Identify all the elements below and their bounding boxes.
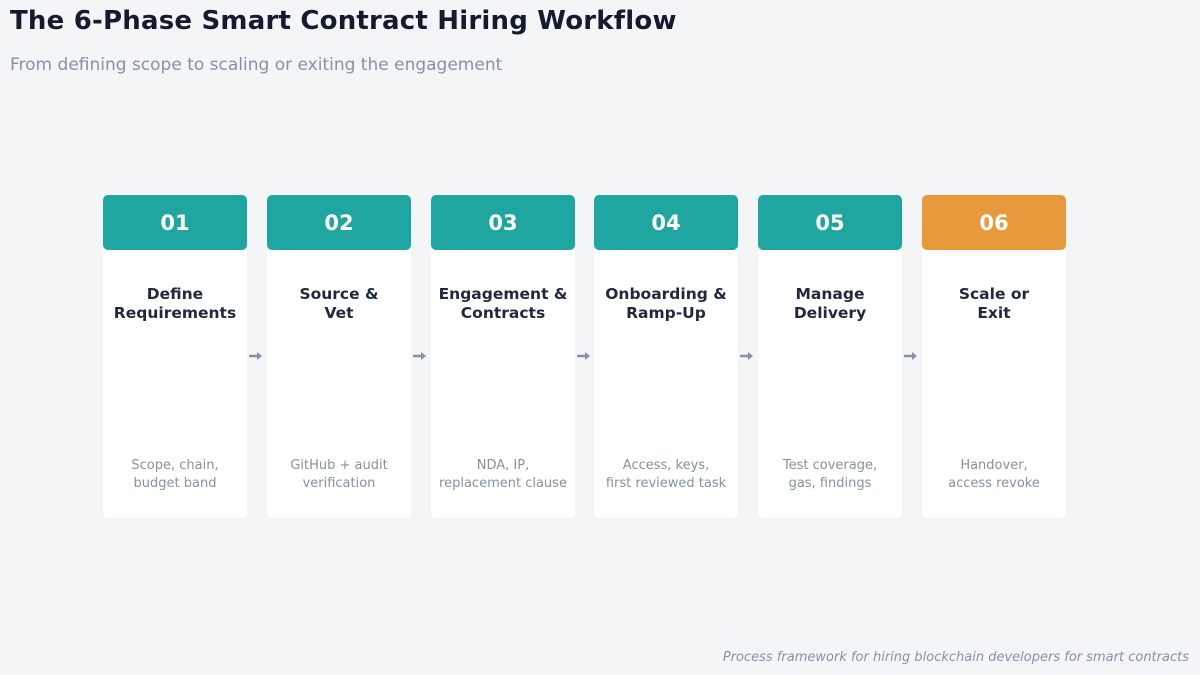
phase-description: Access, keys, first reviewed task <box>605 458 727 491</box>
phase-card-4: 04 Onboarding & Ramp-Up Access, keys, fi… <box>594 195 738 518</box>
phase-description: GitHub + audit verification <box>290 458 388 491</box>
phase-title: Engagement & Contracts <box>438 285 568 322</box>
phase-card-6: 06 Scale or Exit Handover, access revoke <box>922 195 1066 518</box>
footnote: Process framework for hiring blockchain … <box>722 650 1189 665</box>
arrow-right-icon <box>249 352 262 360</box>
phase-number-badge: 01 <box>103 195 247 250</box>
arrow-right-icon <box>413 352 426 360</box>
phase-number-badge: 06 <box>922 195 1066 250</box>
phase-card-3: 03 Engagement & Contracts NDA, IP, repla… <box>431 195 575 518</box>
phase-description: Handover, access revoke <box>948 458 1040 491</box>
phase-card-2: 02 Source & Vet GitHub + audit verificat… <box>267 195 411 518</box>
phase-card-5: 05 Manage Delivery Test coverage, gas, f… <box>758 195 902 518</box>
phase-title: Scale or Exit <box>958 285 1030 322</box>
arrow-right-icon <box>904 352 917 360</box>
phase-description: Test coverage, gas, findings <box>782 458 878 491</box>
page-subtitle: From defining scope to scaling or exitin… <box>10 55 503 75</box>
phase-number-badge: 04 <box>594 195 738 250</box>
phase-description: NDA, IP, replacement clause <box>439 458 567 491</box>
phase-title: Define Requirements <box>113 285 237 322</box>
arrow-right-icon <box>740 352 753 360</box>
phase-title: Source & Vet <box>299 285 379 322</box>
phase-title: Onboarding & Ramp-Up <box>605 285 727 322</box>
page-title: The 6-Phase Smart Contract Hiring Workfl… <box>10 6 677 36</box>
phase-number-badge: 05 <box>758 195 902 250</box>
arrow-right-icon <box>577 352 590 360</box>
phase-title: Manage Delivery <box>793 285 867 322</box>
phase-card-1: 01 Define Requirements Scope, chain, bud… <box>103 195 247 518</box>
phase-number-badge: 02 <box>267 195 411 250</box>
phase-number-badge: 03 <box>431 195 575 250</box>
phase-description: Scope, chain, budget band <box>131 458 219 491</box>
